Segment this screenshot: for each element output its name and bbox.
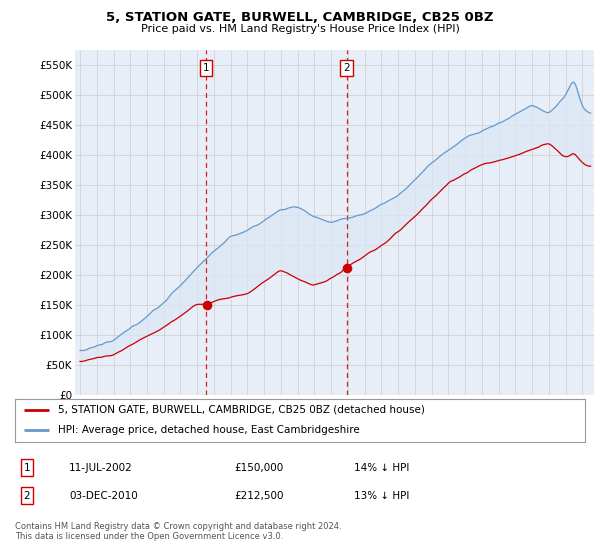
Text: 1: 1 bbox=[203, 63, 209, 73]
Text: HPI: Average price, detached house, East Cambridgeshire: HPI: Average price, detached house, East… bbox=[58, 425, 359, 435]
Text: 1: 1 bbox=[23, 463, 31, 473]
Text: 5, STATION GATE, BURWELL, CAMBRIDGE, CB25 0BZ: 5, STATION GATE, BURWELL, CAMBRIDGE, CB2… bbox=[106, 11, 494, 24]
Text: 03-DEC-2010: 03-DEC-2010 bbox=[69, 491, 138, 501]
Text: 13% ↓ HPI: 13% ↓ HPI bbox=[354, 491, 409, 501]
Text: 11-JUL-2002: 11-JUL-2002 bbox=[69, 463, 133, 473]
Text: Contains HM Land Registry data © Crown copyright and database right 2024.
This d: Contains HM Land Registry data © Crown c… bbox=[15, 522, 341, 542]
Point bbox=[202, 301, 211, 310]
Text: Price paid vs. HM Land Registry's House Price Index (HPI): Price paid vs. HM Land Registry's House … bbox=[140, 24, 460, 34]
Point bbox=[342, 263, 352, 272]
Text: £212,500: £212,500 bbox=[234, 491, 284, 501]
Text: 2: 2 bbox=[23, 491, 31, 501]
Text: £150,000: £150,000 bbox=[234, 463, 283, 473]
Text: 2: 2 bbox=[343, 63, 350, 73]
Text: 14% ↓ HPI: 14% ↓ HPI bbox=[354, 463, 409, 473]
Text: 5, STATION GATE, BURWELL, CAMBRIDGE, CB25 0BZ (detached house): 5, STATION GATE, BURWELL, CAMBRIDGE, CB2… bbox=[58, 405, 425, 414]
